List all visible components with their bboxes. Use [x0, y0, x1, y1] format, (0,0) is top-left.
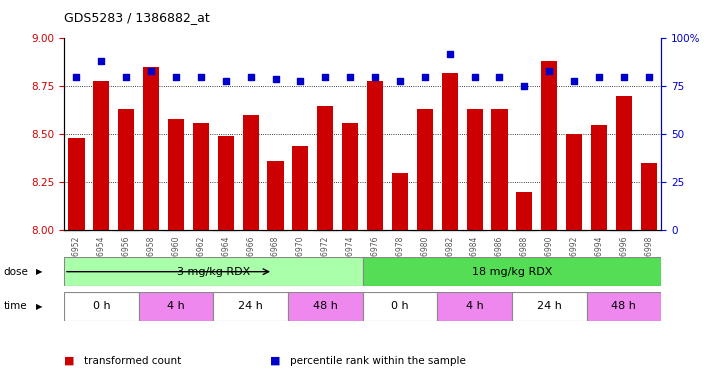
- Text: ■: ■: [270, 356, 281, 366]
- Point: [444, 51, 455, 57]
- Bar: [118, 109, 134, 230]
- Bar: [242, 115, 259, 230]
- Bar: [541, 61, 557, 230]
- Point: [469, 74, 481, 80]
- Point: [120, 74, 132, 80]
- Bar: [288, 292, 363, 321]
- Text: 24 h: 24 h: [537, 301, 562, 311]
- Bar: [367, 81, 383, 230]
- Point: [170, 74, 181, 80]
- Text: ▶: ▶: [36, 267, 43, 276]
- Point: [493, 74, 505, 80]
- Bar: [213, 292, 288, 321]
- Point: [419, 74, 431, 80]
- Bar: [68, 138, 85, 230]
- Bar: [587, 292, 661, 321]
- Text: 48 h: 48 h: [313, 301, 338, 311]
- Point: [568, 78, 579, 84]
- Text: 48 h: 48 h: [611, 301, 636, 311]
- Point: [195, 74, 206, 80]
- Point: [394, 78, 405, 84]
- Point: [319, 74, 331, 80]
- Bar: [168, 119, 184, 230]
- Point: [518, 83, 530, 89]
- Text: ▶: ▶: [36, 302, 43, 311]
- Bar: [363, 257, 661, 286]
- Bar: [512, 292, 587, 321]
- Bar: [292, 146, 309, 230]
- Text: percentile rank within the sample: percentile rank within the sample: [290, 356, 466, 366]
- Bar: [342, 123, 358, 230]
- Point: [543, 68, 555, 74]
- Point: [618, 74, 630, 80]
- Bar: [417, 109, 433, 230]
- Bar: [491, 109, 508, 230]
- Text: time: time: [4, 301, 27, 311]
- Text: 4 h: 4 h: [466, 301, 483, 311]
- Text: 0 h: 0 h: [92, 301, 110, 311]
- Bar: [218, 136, 234, 230]
- Text: GDS5283 / 1386882_at: GDS5283 / 1386882_at: [64, 12, 210, 25]
- Bar: [442, 73, 458, 230]
- Text: dose: dose: [4, 266, 28, 277]
- Bar: [143, 67, 159, 230]
- Text: 3 mg/kg RDX: 3 mg/kg RDX: [176, 266, 250, 277]
- Bar: [267, 161, 284, 230]
- Point: [294, 78, 306, 84]
- Text: transformed count: transformed count: [84, 356, 181, 366]
- Bar: [139, 292, 213, 321]
- Point: [95, 58, 107, 65]
- Point: [593, 74, 604, 80]
- Bar: [392, 173, 408, 230]
- Point: [370, 74, 381, 80]
- Text: 18 mg/kg RDX: 18 mg/kg RDX: [471, 266, 552, 277]
- Bar: [317, 106, 333, 230]
- Point: [643, 74, 654, 80]
- Bar: [516, 192, 533, 230]
- Bar: [193, 123, 209, 230]
- Text: 0 h: 0 h: [391, 301, 409, 311]
- Text: 4 h: 4 h: [167, 301, 185, 311]
- Point: [70, 74, 82, 80]
- Point: [245, 74, 256, 80]
- Bar: [93, 81, 109, 230]
- Point: [145, 68, 156, 74]
- Bar: [566, 134, 582, 230]
- Text: 24 h: 24 h: [238, 301, 263, 311]
- Point: [344, 74, 356, 80]
- Bar: [64, 292, 139, 321]
- Bar: [437, 292, 512, 321]
- Point: [270, 76, 282, 82]
- Bar: [591, 125, 607, 230]
- Bar: [616, 96, 632, 230]
- Bar: [363, 292, 437, 321]
- Bar: [641, 163, 657, 230]
- Bar: [64, 257, 363, 286]
- Text: ■: ■: [64, 356, 75, 366]
- Bar: [466, 109, 483, 230]
- Point: [220, 78, 232, 84]
